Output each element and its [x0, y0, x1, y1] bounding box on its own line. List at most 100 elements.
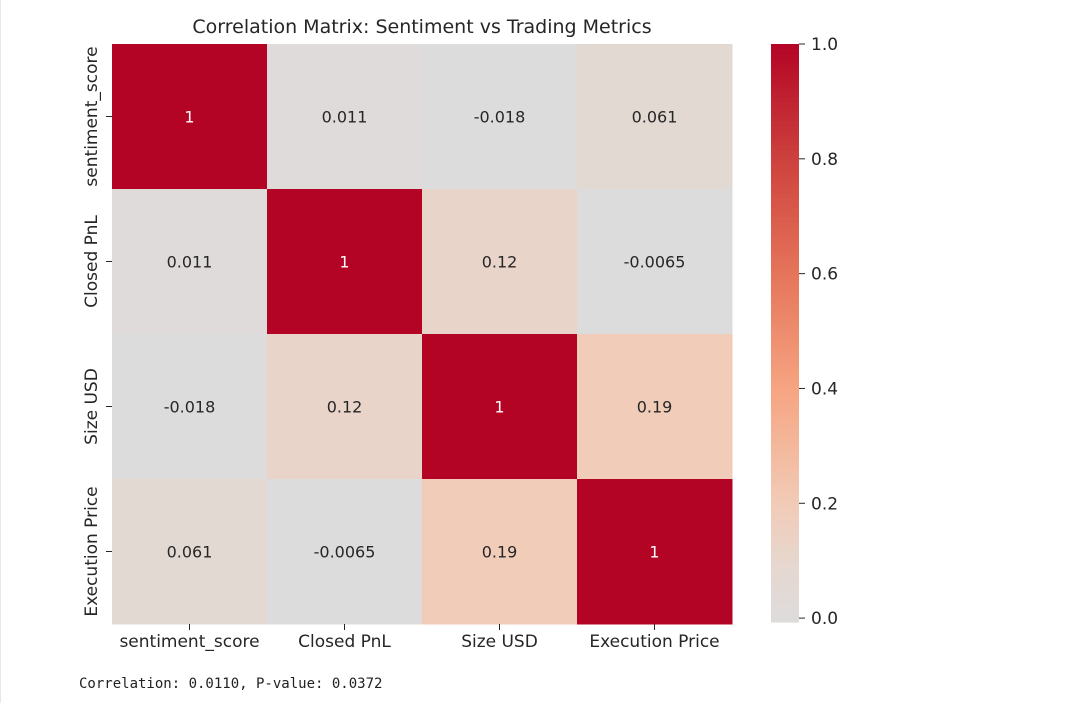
heatmap-cell-label: -0.018	[164, 398, 216, 417]
colorbar-segment	[771, 251, 799, 257]
colorbar-segment	[771, 328, 799, 334]
heatmap-cell	[112, 44, 268, 190]
y-tick-label: Closed PnL	[82, 215, 102, 308]
colorbar-segment	[771, 280, 799, 286]
heatmap-chart: Correlation Matrix: Sentiment vs Trading…	[82, 16, 838, 652]
colorbar-segment	[771, 463, 799, 469]
colorbar-segment	[771, 275, 799, 281]
colorbar-segment	[771, 376, 799, 382]
colorbar-segment	[771, 289, 799, 296]
colorbar-segment	[771, 188, 799, 194]
colorbar-segment	[771, 149, 799, 156]
heatmap-cell-labels: 1 0.011 -0.018 0.061 0.011 1 0.12 -0.0065 -0.018…	[164, 108, 686, 562]
colorbar-segment	[771, 438, 799, 445]
colorbar-segment	[771, 352, 799, 358]
colorbar-segment	[771, 530, 799, 536]
colorbar-segment	[771, 385, 799, 392]
heatmap-cell	[422, 189, 578, 335]
colorbar-segment	[771, 602, 799, 609]
colorbar-segment	[771, 405, 799, 411]
colorbar-tick-label: 0.4	[811, 379, 838, 399]
colorbar-segment	[771, 193, 799, 199]
colorbar-segment	[771, 77, 799, 84]
colorbar-segment	[771, 554, 799, 560]
colorbar-segment	[771, 159, 799, 166]
y-tick-label: Execution Price	[82, 486, 102, 616]
colorbar-segment	[771, 472, 799, 479]
colorbar-segment	[771, 496, 799, 503]
colorbar-segment	[771, 63, 799, 69]
y-tick-label: Size USD	[82, 368, 102, 445]
heatmap-cell-label: 1	[339, 253, 349, 272]
x-axis: sentiment_score Closed PnL Size USD Executi…	[119, 624, 720, 652]
heatmap-cell-label: 0.011	[322, 108, 368, 127]
colorbar-segment	[771, 491, 799, 498]
colorbar-segment	[771, 96, 799, 103]
heatmap-cell-label: 0.19	[637, 398, 673, 417]
colorbar-segment	[771, 482, 799, 488]
heatmap-cell-label: 0.12	[482, 253, 518, 272]
colorbar-segment	[771, 308, 799, 315]
colorbar-segment	[771, 241, 799, 247]
heatmap-cell	[112, 334, 268, 480]
colorbar-segment	[771, 207, 799, 214]
colorbar-segment	[771, 92, 799, 98]
colorbar-segment	[771, 597, 799, 604]
colorbar-segment	[771, 564, 799, 570]
colorbar-segment	[771, 607, 799, 613]
colorbar-tick-label: 0.8	[811, 150, 838, 170]
colorbar-segment	[771, 125, 799, 132]
colorbar-segment	[771, 231, 799, 238]
colorbar-segment	[771, 520, 799, 527]
colorbar-tick-label: 0.6	[811, 265, 838, 285]
colorbar-segment	[771, 198, 799, 204]
heatmap-cell-label: -0.0065	[314, 543, 376, 562]
colorbar-segment	[771, 612, 799, 618]
colorbar-segment	[771, 419, 799, 426]
x-tick-label: Closed PnL	[298, 632, 391, 652]
heatmap-cell	[112, 479, 268, 625]
heatmap-cell-label: 0.061	[632, 108, 678, 127]
colorbar-segment	[771, 544, 799, 551]
colorbar-segment	[771, 87, 799, 93]
colorbar-segment	[771, 501, 799, 507]
colorbar-segment	[771, 318, 799, 324]
colorbar-segment	[771, 434, 799, 440]
heatmap-cell	[267, 334, 423, 480]
colorbar-segment	[771, 222, 799, 228]
heatmap-cell	[422, 479, 578, 625]
colorbar-segment	[771, 44, 799, 50]
colorbar-segment	[771, 246, 799, 252]
heatmap-cell	[577, 334, 733, 480]
heatmap-cell-label: 1	[649, 543, 659, 562]
colorbar-segment	[771, 130, 799, 137]
heatmap-cell-label: 1	[184, 108, 194, 127]
colorbar-segment	[771, 347, 799, 353]
colorbar-segment	[771, 169, 799, 175]
heatmap-cell	[422, 44, 578, 190]
colorbar-segment	[771, 467, 799, 474]
colorbar-segment	[771, 270, 799, 276]
colorbar-segment	[771, 313, 799, 320]
heatmap-cell	[267, 44, 423, 190]
colorbar-segment	[771, 540, 799, 546]
colorbar-segment	[771, 178, 799, 185]
colorbar-segment	[771, 414, 799, 421]
colorbar-segment	[771, 573, 799, 580]
colorbar-segment	[771, 390, 799, 397]
colorbar-segment	[771, 212, 799, 218]
heatmap-cell	[577, 44, 733, 190]
heatmap-cell	[267, 479, 423, 625]
colorbar-segment	[771, 588, 799, 594]
x-tick-label: Execution Price	[589, 632, 719, 652]
colorbar-segment	[771, 111, 799, 117]
colorbar-segment	[771, 569, 799, 575]
colorbar-segment	[771, 284, 799, 291]
colorbar-segment	[771, 424, 799, 430]
colorbar-segment	[771, 299, 799, 305]
colorbar-segment	[771, 453, 799, 459]
heatmap-cell	[577, 189, 733, 335]
colorbar-segment	[771, 53, 799, 60]
colorbar-segment	[771, 68, 799, 74]
heatmap-cell-label: 1	[494, 398, 504, 417]
